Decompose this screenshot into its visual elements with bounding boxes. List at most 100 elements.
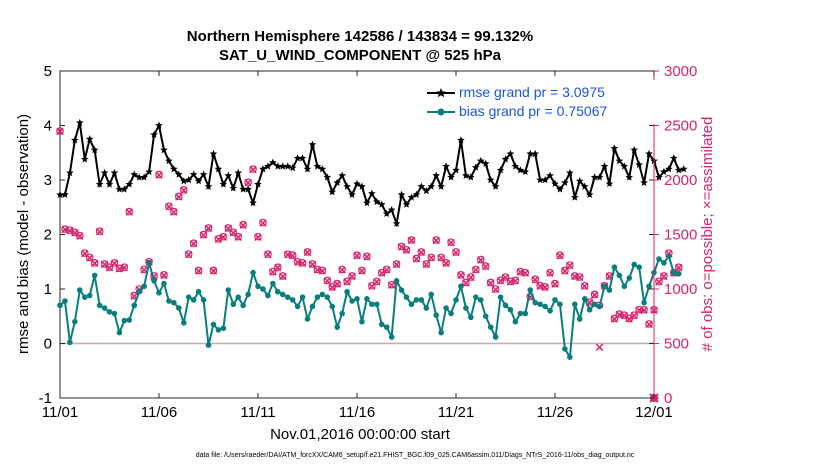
- bias-point: [388, 334, 395, 340]
- rmse-point: [140, 173, 148, 181]
- y-right-tick-label: 1500: [664, 227, 697, 244]
- rmse-point: [323, 173, 332, 181]
- obs-possible-point: [422, 260, 431, 268]
- bias-point: [57, 302, 63, 309]
- rmse-point: [224, 171, 233, 179]
- bias-point: [606, 287, 613, 293]
- bias-point: [418, 297, 425, 303]
- obs-assimilated-point: [71, 229, 79, 237]
- rmse-point: [526, 149, 535, 158]
- legend-rmse-swatch: [427, 88, 455, 98]
- obs-possible-point: [189, 239, 198, 248]
- obs-assimilated-point: [328, 283, 336, 292]
- rmse-point: [303, 165, 312, 173]
- obs-assimilated-point: [452, 248, 460, 257]
- y-right-tick-label: 500: [664, 336, 689, 353]
- bias-point: [344, 288, 350, 295]
- obs-assimilated-point: [442, 259, 450, 268]
- obs-assimilated-point: [402, 246, 411, 255]
- obs-possible-point: [115, 264, 124, 273]
- x-tick-label: 11/01: [42, 404, 78, 421]
- obs-assimilated-point: [219, 233, 228, 241]
- bias-point: [468, 314, 474, 321]
- obs-possible-point: [660, 272, 668, 280]
- rmse-point: [575, 177, 584, 185]
- rmse-point: [427, 182, 436, 190]
- rmse-point: [254, 180, 262, 188]
- y-right-tick-label: 2500: [664, 118, 697, 135]
- rmse-point: [397, 190, 406, 198]
- obs-possible-point: [204, 224, 213, 232]
- bias-point: [339, 310, 345, 317]
- rmse-point: [377, 200, 386, 208]
- rmse-point: [343, 182, 351, 190]
- bias-point: [473, 294, 479, 300]
- obs-assimilated-point: [259, 219, 267, 227]
- obs-assimilated-point: [56, 127, 64, 136]
- rmse-point: [536, 176, 544, 184]
- obs-assimilated-point: [511, 277, 520, 285]
- rmse-point: [80, 155, 89, 163]
- obs-possible-point: [382, 265, 391, 274]
- bias-point: [616, 272, 623, 279]
- obs-possible-point: [640, 305, 648, 314]
- rmse-point: [66, 168, 74, 177]
- obs-possible-point: [427, 253, 436, 262]
- bias-point: [324, 294, 331, 300]
- chart-subtitle: SAT_U_WIND_COMPONENT @ 525 hPa: [219, 47, 501, 64]
- rmse-point: [229, 184, 238, 192]
- y-left-tick-label: 1: [44, 281, 52, 298]
- bias-point: [260, 286, 266, 292]
- obs-possible-point: [249, 165, 257, 173]
- obs-assimilated-point: [477, 256, 485, 264]
- obs-assimilated-point: [209, 267, 218, 275]
- rmse-point: [496, 166, 505, 174]
- obs-assimilated-point: [180, 186, 188, 195]
- rmse-point: [467, 173, 475, 181]
- obs-possible-point: [566, 261, 574, 269]
- obs-assimilated-point: [427, 254, 435, 262]
- bias-point: [477, 297, 484, 303]
- legend-bias-label: bias grand pr = 0.75067: [459, 103, 608, 119]
- obs-assimilated-point: [472, 266, 480, 274]
- rmse-point: [338, 171, 346, 179]
- rmse-point: [194, 177, 203, 185]
- obs-assimilated-point: [546, 269, 554, 277]
- obs-possible-point: [645, 320, 653, 328]
- bias-point: [240, 302, 246, 309]
- rmse-point: [674, 166, 683, 174]
- obs-possible-point: [155, 170, 163, 179]
- bias-point: [156, 290, 162, 296]
- obs-possible-point: [348, 272, 356, 280]
- obs-possible-point: [630, 311, 639, 319]
- rmse-point: [189, 170, 198, 178]
- rmse-point: [645, 149, 653, 158]
- rmse-point: [175, 170, 183, 178]
- rmse-point: [561, 178, 569, 186]
- obs-assimilated-point: [640, 306, 648, 314]
- bias-point: [359, 318, 365, 325]
- obs-assimilated-point: [531, 276, 539, 284]
- obs-possible-point: [179, 186, 188, 194]
- obs-possible-point: [546, 268, 554, 277]
- bias-point: [369, 301, 375, 308]
- obs-assimilated-point: [353, 252, 361, 260]
- rmse-point: [585, 190, 594, 198]
- rmse-point: [437, 182, 445, 190]
- obs-possible-point: [95, 227, 104, 236]
- obs-assimilated-point: [318, 267, 327, 275]
- y-right-tick-label: 1000: [664, 281, 697, 298]
- obs-possible-point: [363, 252, 371, 261]
- bias-point: [161, 280, 167, 287]
- bias-point: [349, 298, 355, 304]
- obs-assimilated-point: [417, 248, 426, 257]
- obs-possible-point: [303, 248, 312, 256]
- obs-assimilated-point: [170, 208, 178, 216]
- obs-possible-point: [462, 278, 470, 287]
- obs-possible-point: [635, 305, 643, 314]
- bias-point: [289, 297, 296, 303]
- bias-point: [180, 319, 187, 326]
- rmse-point: [447, 173, 455, 181]
- obs-possible-point: [338, 265, 346, 274]
- bias-point: [661, 260, 667, 266]
